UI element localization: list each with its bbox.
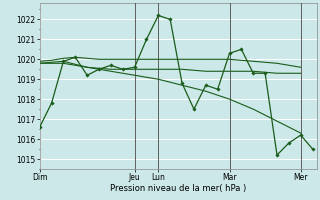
X-axis label: Pression niveau de la mer( hPa ): Pression niveau de la mer( hPa ) (110, 184, 246, 193)
